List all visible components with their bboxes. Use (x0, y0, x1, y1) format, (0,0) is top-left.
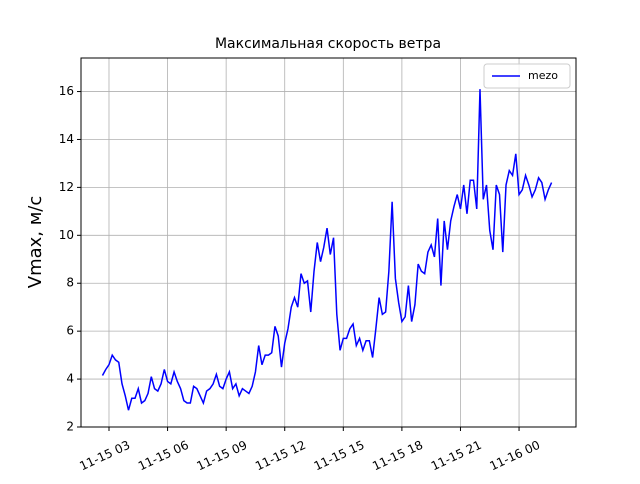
legend-box (483, 63, 571, 89)
legend-label: mezo (528, 69, 558, 82)
y-tick-label: 16 (59, 84, 74, 98)
y-tick-label: 4 (66, 372, 74, 386)
y-tick-label: 10 (59, 228, 74, 242)
y-axis-label: Vmax, м/с (25, 196, 46, 289)
y-tick-label: 2 (66, 420, 74, 434)
y-tick-label: 14 (59, 132, 74, 146)
y-tick-label: 8 (66, 276, 74, 290)
y-tick-label: 12 (59, 180, 74, 194)
chart-title: Максимальная скорость ветра (215, 36, 441, 52)
plot-frame (80, 57, 577, 428)
line-series (101, 89, 553, 411)
y-tick-label: 6 (66, 324, 74, 338)
